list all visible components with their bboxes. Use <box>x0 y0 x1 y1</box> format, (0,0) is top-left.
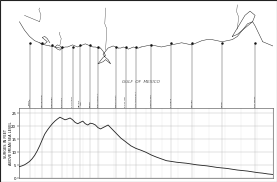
Text: PORT
ARTHUR: PORT ARTHUR <box>28 98 31 107</box>
Text: FREEPORT: FREEPORT <box>52 95 53 107</box>
Text: GRAND
ISLE: GRAND ISLE <box>79 99 81 107</box>
Text: APALACHICOLA: APALACHICOLA <box>135 90 137 107</box>
Text: KEY WEST: KEY WEST <box>255 96 256 107</box>
Text: BILOXI: BILOXI <box>90 100 91 107</box>
Text: ST PETE: ST PETE <box>171 98 172 107</box>
Text: GALVESTON: GALVESTON <box>42 94 43 107</box>
Text: NAPLES: NAPLES <box>191 98 192 107</box>
Y-axis label: SURGES IN FEET
ABOVE MEAN SEA LEVEL: SURGES IN FEET ABOVE MEAN SEA LEVEL <box>4 121 13 165</box>
Text: MIAMI: MIAMI <box>222 100 223 107</box>
Text: PENSACOLA: PENSACOLA <box>115 94 116 107</box>
Text: PASCAGOULA: PASCAGOULA <box>97 92 99 107</box>
Text: GULF  OF  MEXICO: GULF OF MEXICO <box>122 80 160 84</box>
Text: CEDAR KEY: CEDAR KEY <box>151 94 152 107</box>
Text: PT ST JOE: PT ST JOE <box>125 96 126 107</box>
Text: PALACIOS: PALACIOS <box>62 96 63 107</box>
Text: PT ISABEL: PT ISABEL <box>72 96 73 107</box>
